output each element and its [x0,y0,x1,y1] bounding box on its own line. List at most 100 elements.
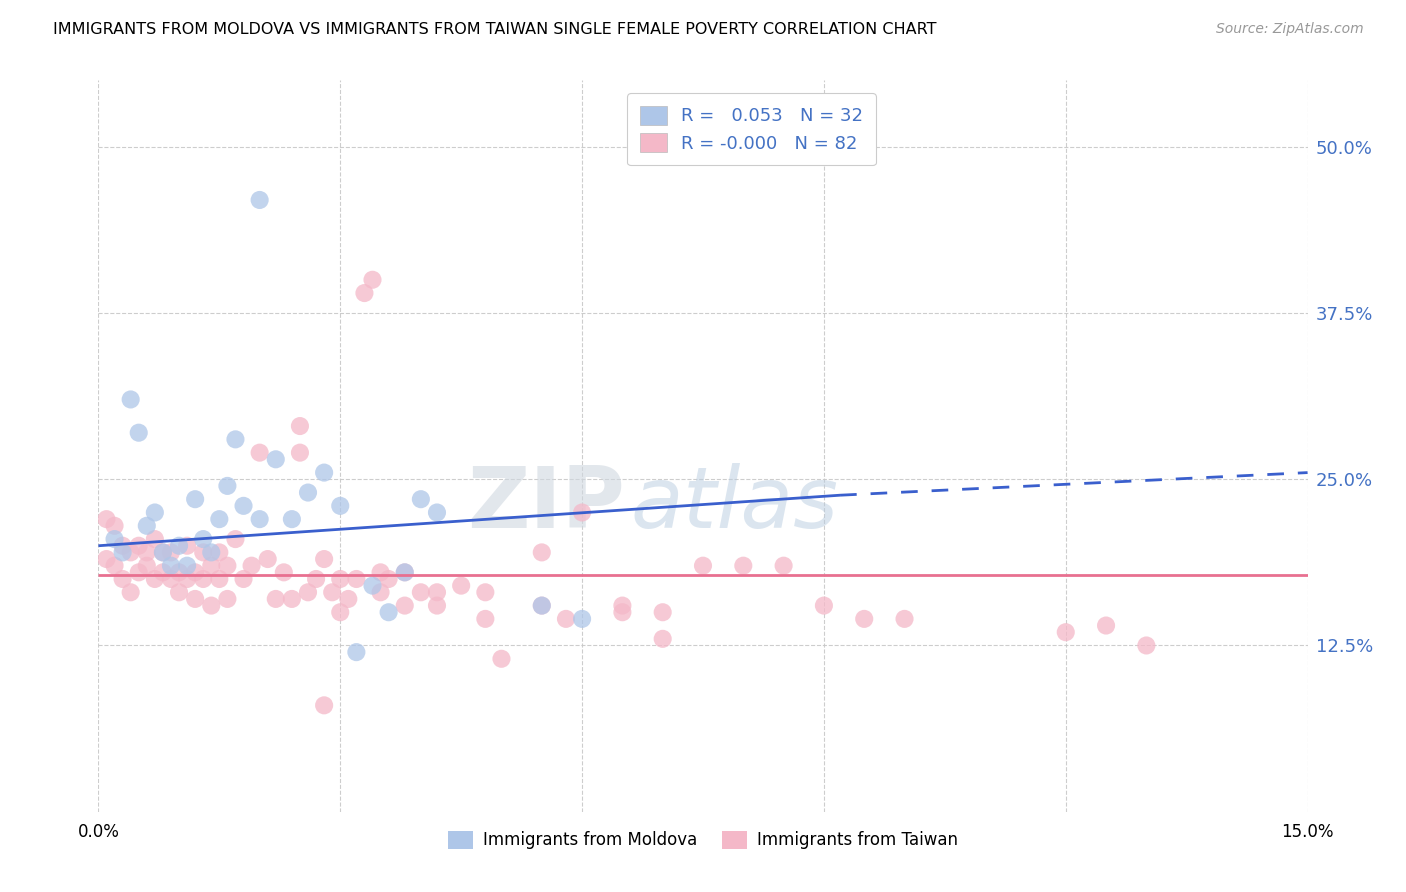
Point [143,572,166,586]
Point [232,499,254,513]
Point [264,452,287,467]
Point [612,605,634,619]
Point [281,512,304,526]
Point [249,193,271,207]
Point [193,532,215,546]
Text: IMMIGRANTS FROM MOLDOVA VS IMMIGRANTS FROM TAIWAN SINGLE FEMALE POVERTY CORRELAT: IMMIGRANTS FROM MOLDOVA VS IMMIGRANTS FR… [53,22,936,37]
Point [530,599,553,613]
Point [103,518,125,533]
Point [426,599,449,613]
Legend: Immigrants from Moldova, Immigrants from Taiwan: Immigrants from Moldova, Immigrants from… [441,824,965,856]
Point [394,566,416,580]
Point [450,579,472,593]
Point [152,545,174,559]
Point [772,558,794,573]
Point [111,572,134,586]
Point [337,591,360,606]
Point [152,545,174,559]
Point [111,539,134,553]
Point [224,433,246,447]
Point [377,605,399,619]
Point [208,545,231,559]
Point [288,445,311,459]
Point [200,558,222,573]
Point [152,566,174,580]
Point [377,572,399,586]
Point [370,585,392,599]
Point [426,585,449,599]
Point [143,532,166,546]
Point [297,485,319,500]
Point [813,599,835,613]
Point [128,539,150,553]
Point [571,612,593,626]
Point [370,566,392,580]
Point [409,492,432,507]
Point [256,552,278,566]
Point [96,512,118,526]
Point [329,605,352,619]
Point [853,612,876,626]
Point [530,599,553,613]
Text: ZIP: ZIP [467,463,624,546]
Point [530,545,553,559]
Point [160,545,183,559]
Point [305,572,328,586]
Point [184,566,207,580]
Point [96,552,118,566]
Point [893,612,915,626]
Point [344,572,367,586]
Point [733,558,755,573]
Point [184,591,207,606]
Point [1135,639,1157,653]
Point [193,572,215,586]
Point [160,558,183,573]
Point [200,599,222,613]
Point [353,286,375,301]
Point [491,652,513,666]
Point [314,466,336,480]
Point [273,566,295,580]
Point [1095,618,1118,632]
Point [103,558,125,573]
Point [344,645,367,659]
Point [120,545,142,559]
Point [426,506,449,520]
Point [167,585,190,599]
Point [612,599,634,613]
Point [120,585,142,599]
Point [143,506,166,520]
Point [692,558,714,573]
Point [135,518,157,533]
Point [135,545,157,559]
Point [176,558,198,573]
Point [394,566,416,580]
Point [297,585,319,599]
Point [208,572,231,586]
Point [361,273,384,287]
Point [176,572,198,586]
Point [111,545,134,559]
Point [135,558,157,573]
Point [167,566,190,580]
Point [281,591,304,606]
Point [409,585,432,599]
Text: atlas: atlas [630,463,838,546]
Point [184,492,207,507]
Point [555,612,578,626]
Point [208,512,231,526]
Point [321,585,343,599]
Point [394,599,416,613]
Point [120,392,142,407]
Text: Source: ZipAtlas.com: Source: ZipAtlas.com [1216,22,1364,37]
Point [193,545,215,559]
Point [103,532,125,546]
Point [249,445,271,459]
Point [314,698,336,713]
Point [474,585,496,599]
Point [217,591,239,606]
Point [1054,625,1077,640]
Point [314,552,336,566]
Point [217,558,239,573]
Point [200,545,222,559]
